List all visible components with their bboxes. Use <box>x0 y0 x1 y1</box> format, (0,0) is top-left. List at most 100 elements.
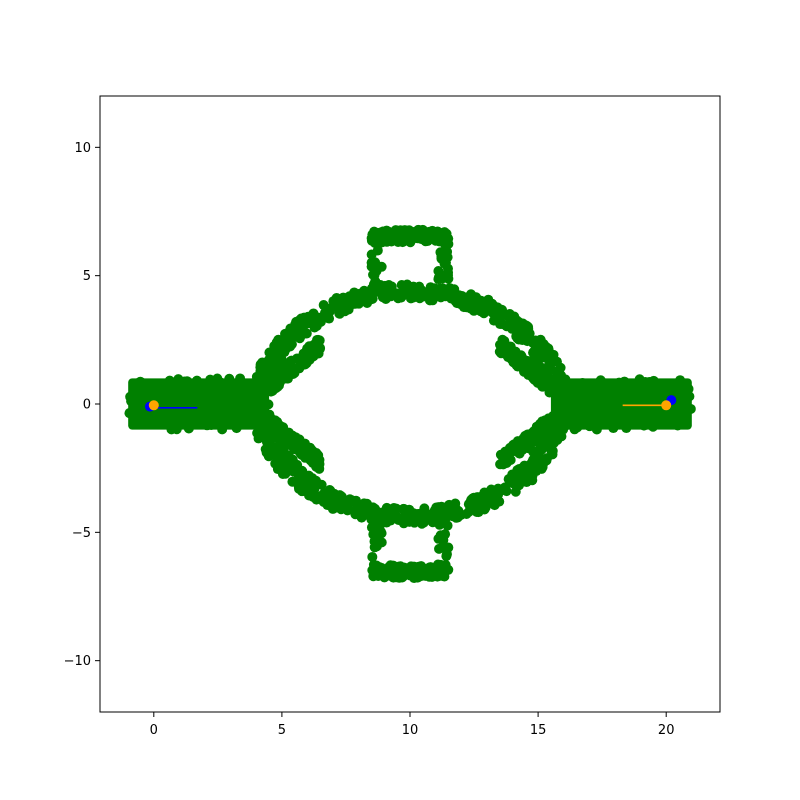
lower-arc-point <box>413 561 424 572</box>
funnel-point <box>536 376 547 387</box>
ring-point <box>294 466 305 477</box>
corridor-point <box>140 418 151 429</box>
ring-point <box>271 452 282 463</box>
connector-point <box>368 279 379 290</box>
corridor-point <box>166 384 177 395</box>
connector-point <box>440 529 451 540</box>
corridor-point <box>235 408 246 419</box>
corridor-point <box>644 377 655 388</box>
ring-point <box>354 291 365 302</box>
ring-point <box>362 297 373 308</box>
ring-point <box>340 294 351 305</box>
corridor-point <box>136 379 147 390</box>
corridor-point <box>569 424 580 435</box>
funnel-point <box>498 452 509 463</box>
corridor-point <box>217 378 228 389</box>
ring-point <box>517 463 528 474</box>
funnel-point <box>527 430 538 441</box>
ring-point <box>548 349 559 360</box>
corridor-point <box>196 382 207 393</box>
corridor-point <box>630 411 641 422</box>
y-tick-label: −10 <box>64 654 91 669</box>
connector-point <box>441 549 452 560</box>
corridor-point <box>600 402 611 413</box>
connector-point <box>369 269 380 280</box>
corridor-point <box>171 424 182 435</box>
lower-arc-point <box>370 565 381 576</box>
ring-point <box>391 288 402 299</box>
ring-point <box>276 339 287 350</box>
ring-point <box>463 506 474 517</box>
ring-point <box>280 328 291 339</box>
upper-arc-point <box>372 234 383 245</box>
corridor-point <box>154 411 165 422</box>
corridor-point <box>222 406 233 417</box>
upper-arc-point <box>412 233 423 244</box>
corridor-point <box>675 384 686 395</box>
corridor-point <box>251 386 262 397</box>
corridor-point <box>263 399 274 410</box>
ring-point <box>280 468 291 479</box>
ring-point <box>386 281 397 292</box>
ring-point <box>342 503 353 514</box>
ring-point <box>520 323 531 334</box>
funnel-point <box>305 454 316 465</box>
connector-point <box>442 520 453 531</box>
ring-point <box>488 300 499 311</box>
corridor-point <box>554 413 565 424</box>
corridor-point <box>595 375 606 386</box>
ring-point <box>399 504 410 515</box>
connector-point <box>433 272 444 283</box>
lower-arc-point <box>421 563 432 574</box>
corridor-point <box>574 404 585 415</box>
corridor-point <box>629 395 640 406</box>
funnel-point <box>544 387 555 398</box>
corridor-point <box>209 404 220 415</box>
corridor-point <box>231 388 242 399</box>
funnel-point <box>539 417 550 428</box>
lower-arc-point <box>402 568 413 579</box>
connector-point <box>366 522 377 533</box>
corridor-point <box>587 400 598 411</box>
ring-point <box>393 514 404 525</box>
y-tick-label: 10 <box>74 141 91 156</box>
ring-point <box>508 316 519 327</box>
x-tick-label: 20 <box>658 723 675 738</box>
ring-point <box>554 375 565 386</box>
ring-point <box>500 483 511 494</box>
ring-point <box>287 457 298 468</box>
lower-arc-point <box>433 560 444 571</box>
corridor-point <box>221 392 232 403</box>
funnel-point <box>300 348 311 359</box>
connector-point <box>375 526 386 537</box>
corridor-point <box>163 397 174 408</box>
y-axis-ticks: −10 −5 0 5 10 <box>64 141 100 669</box>
corridor-point <box>147 378 158 389</box>
corridor-point <box>247 410 258 421</box>
ring-point <box>288 324 299 335</box>
ring-point <box>322 312 333 323</box>
corridor-point <box>182 413 193 424</box>
ring-point <box>367 502 378 513</box>
ring-point <box>557 420 568 431</box>
ring-point <box>500 309 511 320</box>
corridor-point <box>235 373 246 384</box>
ring-point <box>301 328 312 339</box>
series-2-point <box>661 400 672 411</box>
ring-point <box>536 347 547 358</box>
ring-point <box>449 284 460 295</box>
ring-point <box>325 485 336 496</box>
ring-point <box>264 441 275 452</box>
funnel-point <box>534 364 545 375</box>
funnel-point <box>264 409 275 420</box>
ring-point <box>472 492 483 503</box>
ring-point <box>416 518 427 529</box>
upper-arc-point <box>402 235 413 246</box>
ring-point <box>432 287 443 298</box>
corridor-point <box>183 423 194 434</box>
series-2-point <box>148 400 159 411</box>
corridor-point <box>621 423 632 434</box>
corridor-point <box>614 401 625 412</box>
funnel-point <box>313 459 324 470</box>
corridor-point <box>231 423 242 434</box>
